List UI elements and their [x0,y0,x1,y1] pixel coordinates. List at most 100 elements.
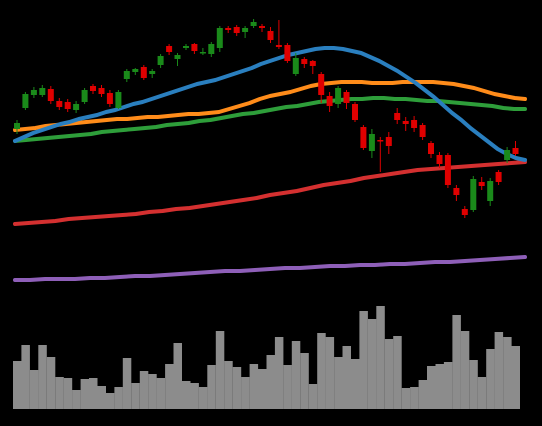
candle [140,65,147,80]
volume-bar [63,378,73,409]
volume-bar [29,370,39,409]
volume-bar [182,381,191,409]
candle [22,92,29,110]
candle [275,20,282,49]
candle [132,68,139,75]
volume-bar [351,359,360,409]
candle [411,116,418,132]
candle [385,132,392,154]
candle-body-down [402,121,409,124]
volume-bar [80,379,90,409]
candle-body-up [14,123,20,129]
candle [368,129,375,158]
candle-body-down [377,140,384,142]
volume-bar [477,377,487,409]
candle-body-down [98,88,105,94]
candle-body-down [495,172,502,182]
candle [335,86,342,108]
volume-bar [198,387,208,409]
candle [191,43,198,54]
candle-body-up [504,150,511,160]
candle [495,170,502,185]
candle [309,60,316,74]
volume-bar [367,319,377,409]
candle-body-up [132,69,139,72]
candle [504,147,511,163]
candle-body-down [140,67,147,78]
candle-body-down [259,26,265,28]
candle [242,26,249,38]
candle-body-down [411,120,418,128]
candle [157,54,164,68]
candle-body-down [512,148,519,154]
candle-body-up [335,88,342,104]
candle-body-up [81,90,88,102]
volume-bar [494,332,504,409]
candle-body-down [166,46,173,52]
candle [47,86,54,104]
volume-bar [300,353,309,409]
volume-bar [122,358,132,409]
volume-bar [359,311,368,409]
candle [419,123,426,140]
candle-body-down [90,86,96,91]
volume-bar [89,378,98,409]
candle [453,185,460,201]
ma-longest-line [13,255,527,282]
candle [444,153,451,188]
volume-bar [291,341,301,409]
candle-body-down [233,27,240,33]
candle-body-down [284,45,291,61]
candle-body-down [301,59,308,64]
candle [402,117,409,131]
volume-bar [131,383,140,409]
volume-bar [156,378,166,409]
candle [487,178,494,206]
volume-bar [224,361,233,409]
volume-bar [393,336,402,409]
volume-bar [232,367,242,409]
volume-bar [173,343,182,409]
candle-body-down [461,209,468,215]
ma-mid-line [13,80,527,132]
candle [199,48,206,55]
candle [208,42,215,57]
candle [123,69,130,82]
candle [428,141,434,158]
candle-body-down [394,113,401,120]
volume-bar [435,364,444,409]
candle [267,27,274,43]
candle [149,69,156,78]
volume-bar [325,337,335,409]
candle-body-up [199,52,206,54]
candle [14,120,20,134]
volume-bar [148,374,157,409]
candle [394,108,401,124]
candle [39,85,46,97]
candle-body-down [326,96,333,106]
candle [301,57,308,68]
volume-bar [452,315,461,409]
candle [512,141,519,156]
candle-body-down [436,155,443,164]
volume-bar [511,346,520,409]
volume-bar [283,365,292,409]
candle-body-up [216,28,223,48]
volume-bar [342,346,351,409]
candle-body-up [183,46,189,48]
volume-bar [165,364,174,409]
volume-bar [274,337,284,409]
candle [166,44,173,55]
volume-bar [266,355,275,409]
candle [250,19,257,28]
candle-body-up [157,56,164,65]
volume-bar [190,383,199,409]
candle [343,90,350,109]
candle-body-up [22,94,29,108]
candle-body-up [174,55,181,59]
candle [81,88,88,104]
candle-body-up [208,44,215,54]
candle [470,176,477,212]
volume-bar [241,377,250,409]
